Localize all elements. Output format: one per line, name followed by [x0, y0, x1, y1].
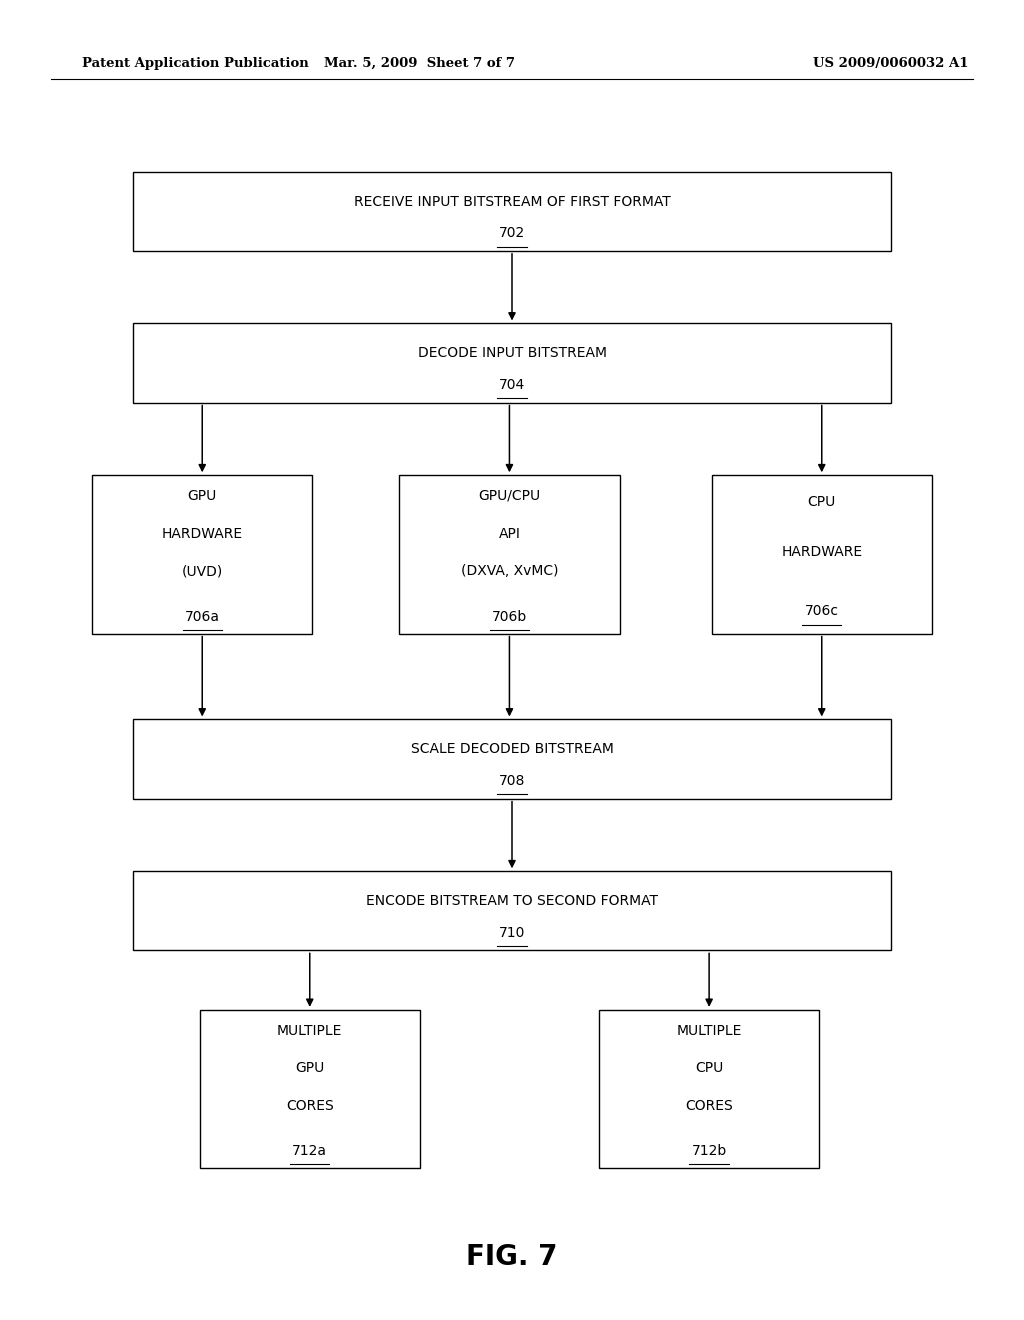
Bar	[133, 172, 891, 251]
Text: 702: 702	[499, 226, 525, 240]
Text: US 2009/0060032 A1: US 2009/0060032 A1	[813, 57, 969, 70]
Text: GPU/CPU: GPU/CPU	[478, 488, 541, 503]
Bar	[133, 719, 891, 799]
Bar	[399, 475, 620, 634]
Text: Patent Application Publication: Patent Application Publication	[82, 57, 308, 70]
Text: (DXVA, XvMC): (DXVA, XvMC)	[461, 565, 558, 578]
Text: (UVD): (UVD)	[181, 565, 223, 578]
Text: HARDWARE: HARDWARE	[162, 527, 243, 541]
Bar	[133, 323, 891, 403]
Text: SCALE DECODED BITSTREAM: SCALE DECODED BITSTREAM	[411, 742, 613, 756]
Text: CORES: CORES	[685, 1100, 733, 1113]
Text: MULTIPLE: MULTIPLE	[278, 1023, 342, 1038]
Text: 706b: 706b	[492, 610, 527, 623]
Bar	[599, 1010, 819, 1168]
Text: DECODE INPUT BITSTREAM: DECODE INPUT BITSTREAM	[418, 346, 606, 360]
Bar	[92, 475, 312, 634]
Text: GPU: GPU	[187, 488, 217, 503]
Text: 710: 710	[499, 925, 525, 940]
Text: FIG. 7: FIG. 7	[466, 1242, 558, 1271]
Text: API: API	[499, 527, 520, 541]
Bar	[200, 1010, 420, 1168]
Text: 706a: 706a	[184, 610, 220, 623]
Text: HARDWARE: HARDWARE	[781, 545, 862, 558]
Bar	[133, 871, 891, 950]
Text: Mar. 5, 2009  Sheet 7 of 7: Mar. 5, 2009 Sheet 7 of 7	[325, 57, 515, 70]
Bar	[712, 475, 932, 634]
Text: GPU: GPU	[295, 1061, 325, 1076]
Text: RECEIVE INPUT BITSTREAM OF FIRST FORMAT: RECEIVE INPUT BITSTREAM OF FIRST FORMAT	[353, 194, 671, 209]
Text: ENCODE BITSTREAM TO SECOND FORMAT: ENCODE BITSTREAM TO SECOND FORMAT	[366, 894, 658, 908]
Text: 706c: 706c	[805, 605, 839, 618]
Text: CPU: CPU	[808, 495, 836, 510]
Text: 712b: 712b	[691, 1144, 727, 1158]
Text: 708: 708	[499, 774, 525, 788]
Text: 712a: 712a	[292, 1144, 328, 1158]
Text: MULTIPLE: MULTIPLE	[677, 1023, 741, 1038]
Text: 704: 704	[499, 378, 525, 392]
Text: CPU: CPU	[695, 1061, 723, 1076]
Text: CORES: CORES	[286, 1100, 334, 1113]
